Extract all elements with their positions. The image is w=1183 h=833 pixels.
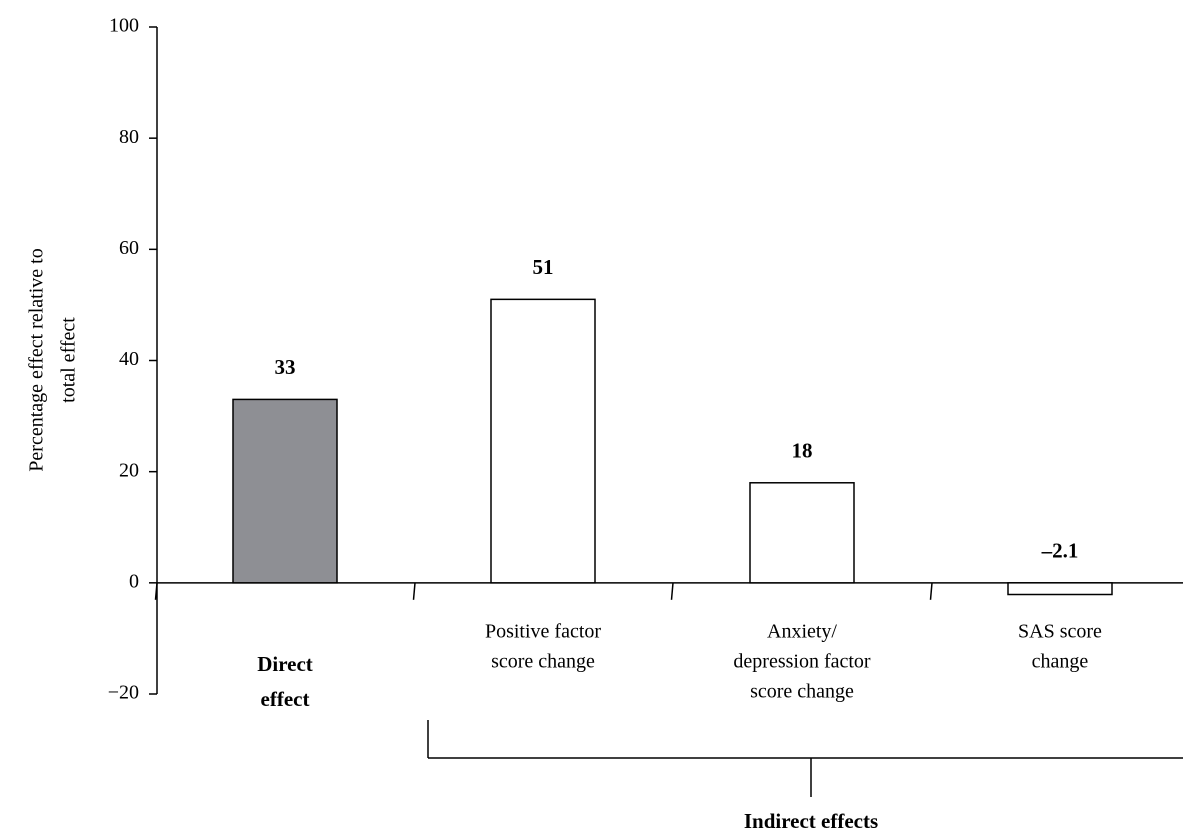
x-category-separator-3	[670, 582, 674, 600]
x-category-separator-2	[412, 582, 416, 600]
bar-4	[1007, 582, 1113, 596]
y-tick-label: 60	[119, 237, 139, 259]
category-label-1-line-2: effect	[261, 687, 310, 711]
bar-3	[749, 482, 855, 584]
category-label-2-line-1: Positive factor	[485, 621, 601, 643]
category-label-3-line-3: score change	[750, 681, 854, 703]
y-tick-label: 20	[119, 459, 139, 481]
category-label-3-line-2: depression factor	[733, 651, 871, 673]
category-label-1-line-1: Direct	[257, 652, 313, 676]
bars	[232, 298, 1113, 596]
indirect-effects-label: Indirect effects	[744, 809, 878, 833]
category-label-4-line-2: change	[1032, 651, 1089, 673]
y-tick-label: −20	[108, 682, 139, 704]
value-labels: 33 51 18 –2.1	[275, 255, 1079, 562]
bar-1	[232, 398, 338, 584]
y-tick-label: 0	[129, 570, 139, 592]
x-category-separator-1	[154, 582, 158, 600]
data-label-1: 33	[275, 355, 296, 379]
y-axis-title: Percentage effect relative to total effec…	[26, 248, 80, 471]
y-axis-title-line-1: Percentage effect relative to	[26, 248, 48, 471]
category-label-4-line-1: SAS score	[1018, 621, 1102, 643]
y-tick-label: 80	[119, 126, 139, 148]
x-category-separator-4	[929, 582, 933, 600]
category-label-2-line-2: score change	[491, 651, 595, 673]
y-tick-label: 100	[109, 15, 139, 37]
indirect-effects-bracket: Indirect effects	[427, 720, 1183, 833]
y-axis-title-line-2: total effect	[58, 317, 80, 403]
y-axis: 100 80 60 40 20 0 −20	[108, 15, 158, 704]
category-labels: Direct effect Positive factor score change A…	[257, 621, 1102, 711]
bar-2	[490, 298, 596, 584]
y-tick-label: 40	[119, 348, 139, 370]
category-label-3-line-1: Anxiety/	[767, 621, 837, 643]
data-label-4: –2.1	[1041, 539, 1079, 563]
data-label-2: 51	[533, 255, 554, 279]
data-label-3: 18	[792, 439, 813, 463]
